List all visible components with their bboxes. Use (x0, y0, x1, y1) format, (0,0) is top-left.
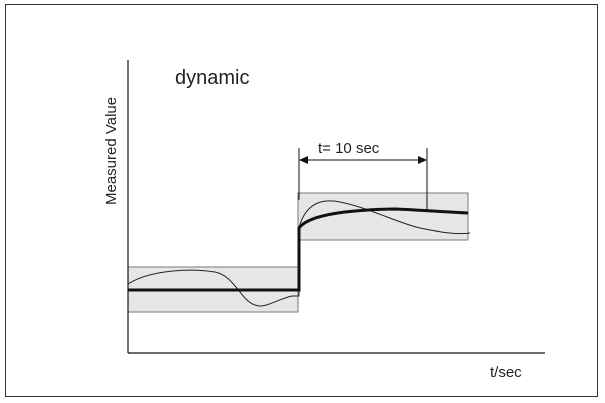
diagram-title: dynamic (175, 67, 249, 89)
raw-signal-curve (127, 200, 471, 307)
interval-arrow-right-head (418, 156, 427, 164)
interval-arrow-left-head (299, 156, 308, 164)
x-axis-label: t/sec (490, 364, 522, 381)
y-axis-label: Measured Value (103, 97, 120, 205)
mean-signal-line (128, 207, 469, 292)
time-interval-label: t= 10 sec (318, 140, 380, 157)
